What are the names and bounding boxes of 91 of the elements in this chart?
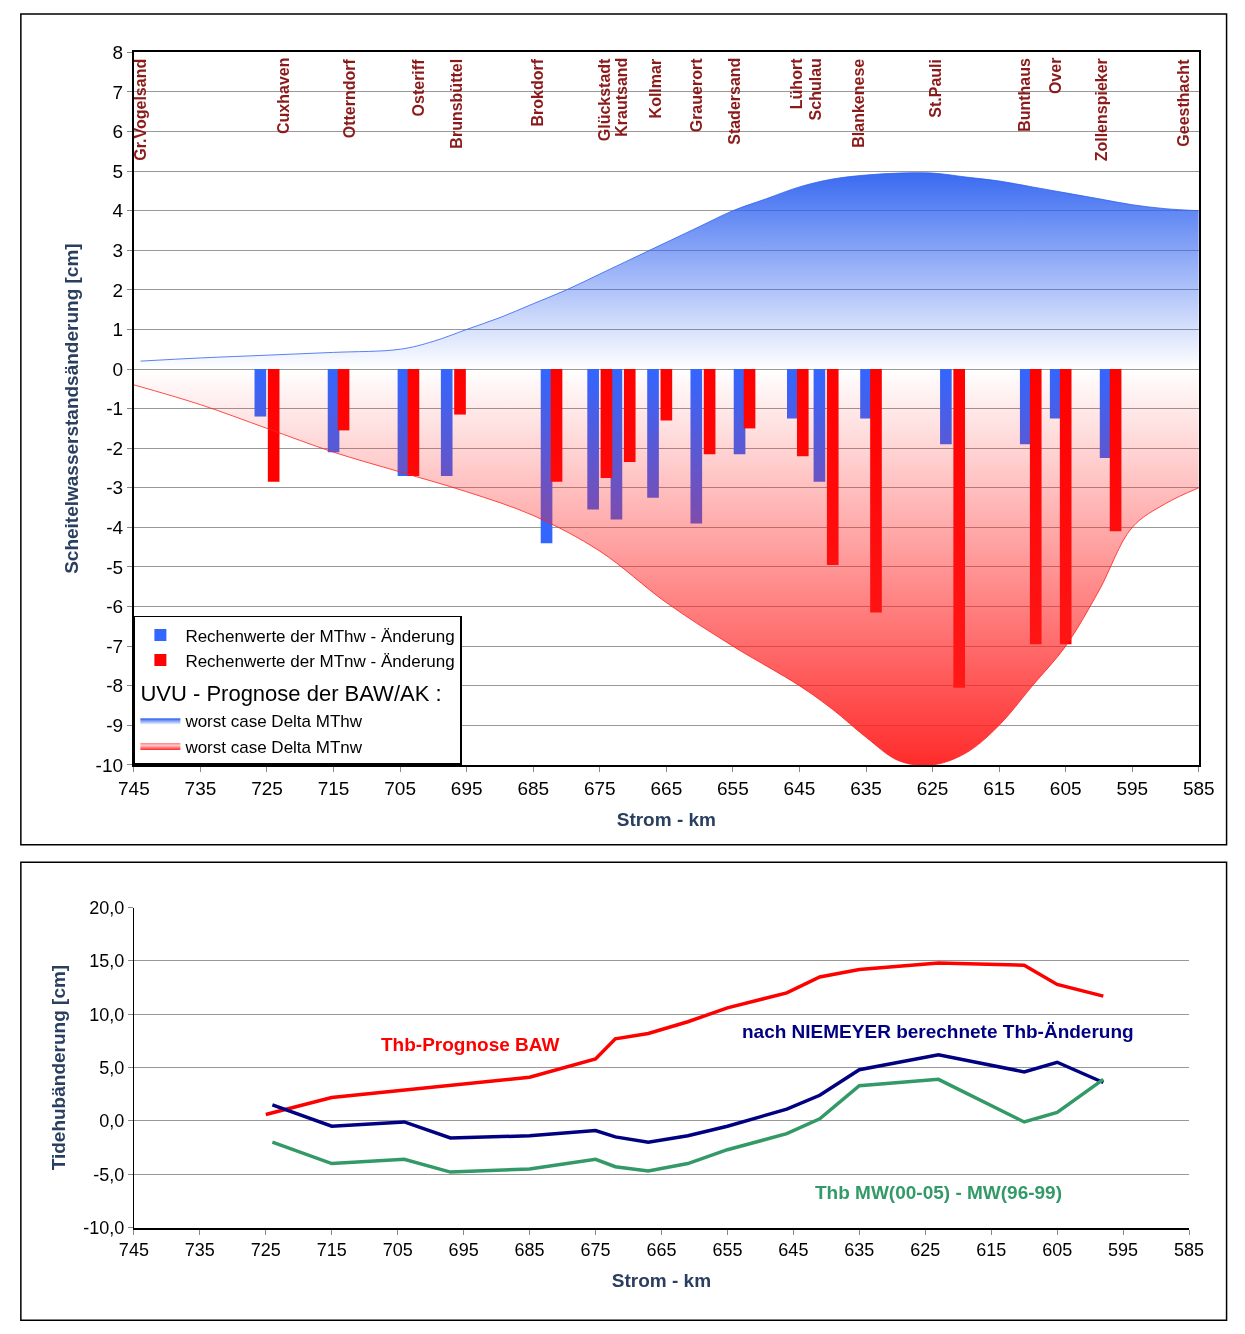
y-tick-label: 3 <box>112 239 124 261</box>
series-label: nach NIEMEYER berechnete Thb-Änderung <box>742 1021 1134 1042</box>
annotation: Krautsand <box>613 57 631 137</box>
annotation: Brunsbüttel <box>448 58 466 149</box>
y-tick-label: 7 <box>112 81 124 103</box>
x-tick-label: 585 <box>1174 1240 1205 1261</box>
annotation: Osteriff <box>409 58 427 117</box>
x-tick-label: 695 <box>450 777 483 799</box>
y-tick-label: 0,0 <box>99 1111 125 1132</box>
y-axis-title: Tidehubänderung [cm] <box>48 964 70 1171</box>
x-axis-title: Strom - km <box>616 809 716 831</box>
y-tick-label: -6 <box>106 596 124 618</box>
x-tick-label: 675 <box>583 777 616 799</box>
x-tick-label: 635 <box>850 777 882 799</box>
x-tick-label: 745 <box>118 777 150 799</box>
x-tick-label: 705 <box>382 1240 413 1261</box>
annotation: Brokdorf <box>528 58 546 127</box>
legend-label: Rechenwerte der MTnw - Änderung <box>185 651 455 671</box>
y-tick-label: 0 <box>112 358 124 380</box>
y-tick-label: 1 <box>112 319 124 341</box>
x-tick-label: 715 <box>317 777 350 799</box>
y-tick-label: 2 <box>112 279 124 301</box>
y-tick-label: -10 <box>95 754 124 776</box>
legend-label: worst case Delta MThw <box>184 712 363 732</box>
y-tick-label: 5 <box>112 160 124 182</box>
x-tick-label: 735 <box>184 1240 215 1261</box>
x-tick-label: 725 <box>251 777 283 799</box>
x-tick-label: 695 <box>448 1240 479 1261</box>
annotation: St.Pauli <box>927 59 945 118</box>
x-tick-label: 645 <box>778 1240 809 1261</box>
series-label: Thb-Prognose BAW <box>381 1034 560 1055</box>
annotation: Otterndorf <box>340 58 358 139</box>
y-tick-label: -3 <box>106 477 124 499</box>
annotation: Grauerort <box>687 57 705 133</box>
y-tick-label: 5,0 <box>99 1057 125 1078</box>
annotation: Bunthaus <box>1016 58 1034 132</box>
x-tick-label: 605 <box>1042 1240 1073 1261</box>
x-tick-label: 685 <box>517 777 550 799</box>
legend-title: UVU - Prognose der BAW/AK : <box>140 681 442 707</box>
annotation: Over <box>1046 57 1064 95</box>
annotation: Stadersand <box>726 57 744 145</box>
legend-label: Rechenwerte der MThw - Änderung <box>185 626 455 646</box>
y-tick-label: 15,0 <box>89 951 125 972</box>
x-tick-label: 725 <box>250 1240 281 1261</box>
x-tick-label: 655 <box>712 1240 743 1261</box>
annotation: Geesthacht <box>1175 58 1193 147</box>
y-tick-label: -2 <box>106 437 124 459</box>
annotation: Zollenspieker <box>1092 58 1110 162</box>
y-tick-label: -5,0 <box>93 1164 125 1185</box>
text: Thb MW(00-05) - MW(96-99) <box>815 1182 1062 1203</box>
x-tick-label: 615 <box>983 777 1015 799</box>
y-tick-label: -7 <box>106 635 124 657</box>
x-tick-label: 665 <box>650 777 683 799</box>
y-tick-label: -1 <box>106 398 124 420</box>
y-tick-label: 20,0 <box>89 897 125 918</box>
annotation: Blankenese <box>850 58 868 148</box>
x-tick-label: 705 <box>384 777 416 799</box>
y-tick-label: -10,0 <box>83 1217 125 1238</box>
x-tick-label: 675 <box>580 1240 611 1261</box>
x-tick-label: 665 <box>646 1240 677 1261</box>
x-axis-title: Strom - km <box>611 1270 712 1292</box>
x-tick-label: 625 <box>916 777 949 799</box>
y-axis-title: Scheitelwasserstandsänderung [cm] <box>60 243 82 574</box>
x-tick-label: 635 <box>844 1240 875 1261</box>
y-tick-label: -5 <box>106 556 124 578</box>
x-tick-label: 595 <box>1116 777 1149 799</box>
y-tick-label: 8 <box>112 41 124 63</box>
y-tick-label: 10,0 <box>89 1004 125 1025</box>
x-tick-label: 605 <box>1049 777 1082 799</box>
x-tick-label: 685 <box>514 1240 545 1261</box>
x-tick-label: 715 <box>316 1240 347 1261</box>
x-tick-label: 735 <box>184 777 217 799</box>
x-tick-label: 745 <box>118 1240 149 1261</box>
annotation: Glückstadt <box>595 57 613 142</box>
y-tick-label: -4 <box>106 517 124 539</box>
annotation: Gr.Vogelsand <box>132 58 150 161</box>
y-tick-label: -9 <box>106 714 124 736</box>
x-tick-label: 585 <box>1182 777 1215 799</box>
y-tick-label: -8 <box>106 675 124 697</box>
x-tick-label: 595 <box>1108 1240 1139 1261</box>
legend-label: worst case Delta MTnw <box>184 737 363 757</box>
y-tick-label: 6 <box>112 121 124 143</box>
y-tick-label: 4 <box>112 200 124 222</box>
x-tick-label: 615 <box>976 1240 1007 1261</box>
annotation: Lühort <box>787 57 805 110</box>
x-tick-label: 625 <box>910 1240 941 1261</box>
x-tick-label: 645 <box>783 777 816 799</box>
annotation: Kollmar <box>646 58 664 119</box>
annotation: Schulau <box>806 58 824 121</box>
x-tick-label: 655 <box>717 777 749 799</box>
annotation: Cuxhaven <box>275 57 293 134</box>
